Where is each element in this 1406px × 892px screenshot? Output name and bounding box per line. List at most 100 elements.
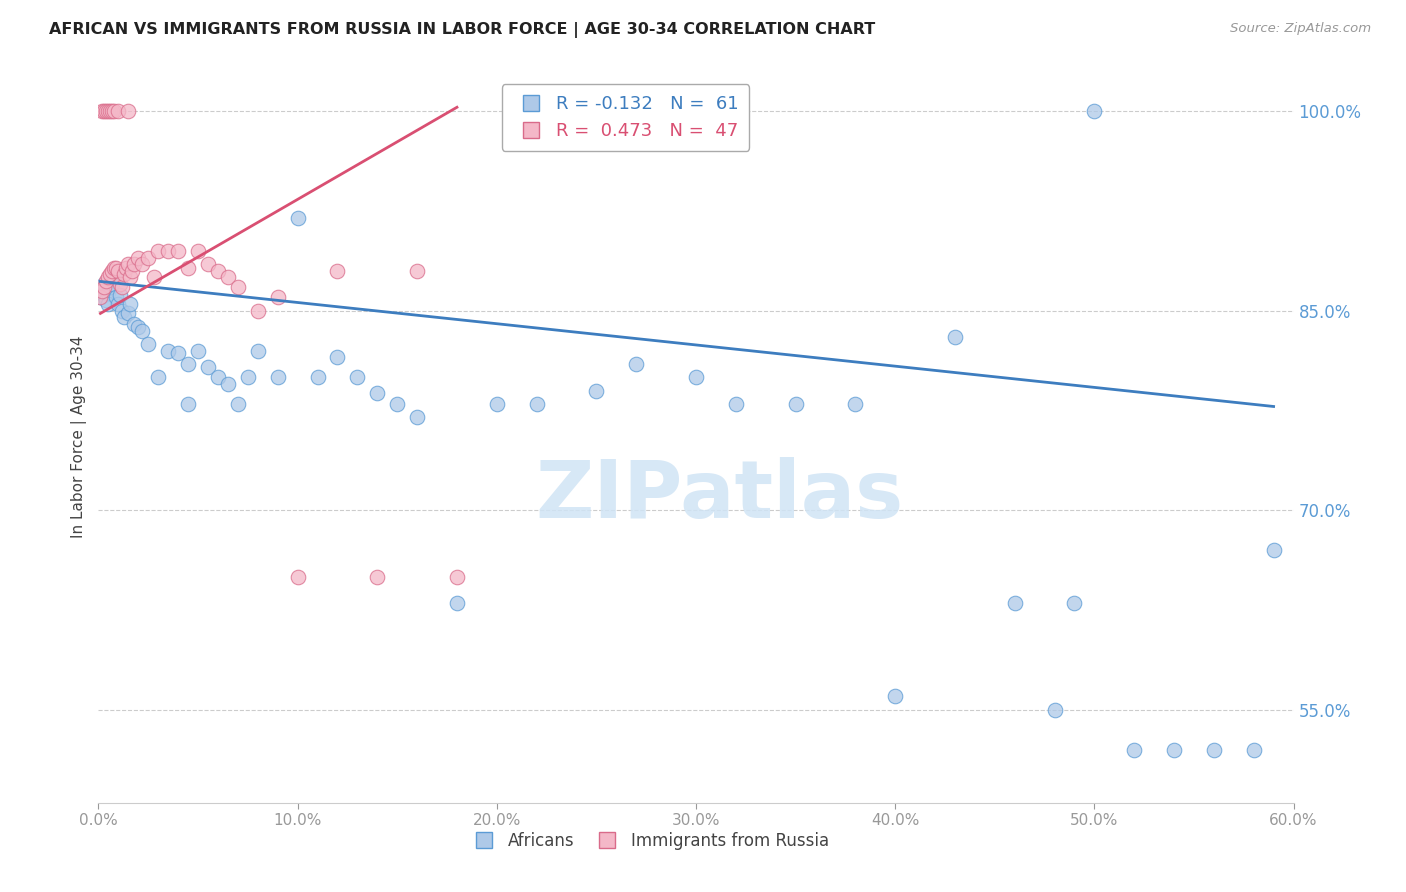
- Point: [105, 261, 128, 276]
- Point: [326, 351, 349, 365]
- Point: [307, 370, 329, 384]
- Point: [127, 251, 149, 265]
- Point: [187, 244, 209, 258]
- Point: [287, 211, 309, 225]
- Point: [246, 303, 269, 318]
- Point: [1043, 703, 1066, 717]
- Point: [157, 244, 180, 258]
- Point: [785, 397, 807, 411]
- Point: [177, 261, 200, 276]
- Point: [267, 370, 290, 384]
- Point: [226, 397, 249, 411]
- Point: [485, 397, 508, 411]
- Point: [177, 397, 200, 411]
- Point: [97, 286, 120, 301]
- Point: [385, 397, 409, 411]
- Point: [1163, 742, 1185, 756]
- Point: [110, 287, 132, 301]
- Point: [1202, 742, 1225, 756]
- Point: [98, 280, 122, 294]
- Point: [107, 104, 129, 119]
- Point: [446, 570, 468, 584]
- Point: [884, 690, 907, 704]
- Point: [101, 264, 124, 278]
- Point: [101, 104, 124, 119]
- Point: [943, 330, 966, 344]
- Point: [101, 277, 124, 292]
- Point: [366, 386, 388, 401]
- Point: [167, 244, 190, 258]
- Point: [91, 284, 114, 298]
- Point: [1063, 596, 1085, 610]
- Point: [366, 570, 388, 584]
- Point: [105, 290, 128, 304]
- Y-axis label: In Labor Force | Age 30-34: In Labor Force | Age 30-34: [72, 335, 87, 539]
- Point: [89, 290, 111, 304]
- Point: [112, 310, 135, 325]
- Point: [136, 251, 159, 265]
- Point: [217, 376, 239, 391]
- Point: [115, 261, 138, 276]
- Point: [177, 357, 200, 371]
- Point: [120, 270, 142, 285]
- Point: [107, 264, 129, 278]
- Point: [124, 317, 146, 331]
- Point: [1004, 596, 1026, 610]
- Point: [93, 277, 115, 292]
- Point: [1243, 742, 1265, 756]
- Point: [98, 104, 122, 119]
- Point: [120, 297, 142, 311]
- Point: [117, 257, 139, 271]
- Point: [1083, 104, 1105, 119]
- Point: [124, 257, 146, 271]
- Point: [111, 303, 134, 318]
- Point: [96, 275, 118, 289]
- Text: ZIPatlas: ZIPatlas: [536, 457, 904, 534]
- Point: [406, 410, 429, 425]
- Point: [406, 264, 429, 278]
- Point: [110, 277, 132, 292]
- Point: [97, 297, 120, 311]
- Point: [685, 370, 707, 384]
- Point: [97, 104, 120, 119]
- Point: [217, 270, 239, 285]
- Point: [91, 104, 114, 119]
- Point: [326, 264, 349, 278]
- Point: [197, 359, 219, 374]
- Point: [131, 257, 153, 271]
- Point: [112, 267, 135, 281]
- Point: [103, 104, 125, 119]
- Text: AFRICAN VS IMMIGRANTS FROM RUSSIA IN LABOR FORCE | AGE 30-34 CORRELATION CHART: AFRICAN VS IMMIGRANTS FROM RUSSIA IN LAB…: [49, 22, 876, 38]
- Point: [1263, 543, 1285, 558]
- Point: [121, 264, 143, 278]
- Point: [148, 370, 170, 384]
- Point: [226, 280, 249, 294]
- Point: [96, 293, 118, 307]
- Point: [136, 337, 159, 351]
- Point: [107, 297, 129, 311]
- Point: [127, 319, 149, 334]
- Point: [246, 343, 269, 358]
- Point: [89, 290, 111, 304]
- Point: [131, 324, 153, 338]
- Point: [197, 257, 219, 271]
- Point: [98, 267, 122, 281]
- Point: [148, 244, 170, 258]
- Point: [111, 280, 134, 294]
- Point: [93, 280, 115, 294]
- Point: [93, 104, 115, 119]
- Point: [157, 343, 180, 358]
- Point: [346, 370, 368, 384]
- Point: [117, 306, 139, 320]
- Point: [844, 397, 866, 411]
- Legend: Africans, Immigrants from Russia: Africans, Immigrants from Russia: [461, 825, 835, 856]
- Point: [96, 104, 118, 119]
- Point: [724, 397, 747, 411]
- Point: [97, 270, 120, 285]
- Point: [117, 104, 139, 119]
- Point: [167, 346, 190, 360]
- Point: [103, 261, 125, 276]
- Point: [91, 284, 114, 298]
- Point: [207, 264, 229, 278]
- Point: [287, 570, 309, 584]
